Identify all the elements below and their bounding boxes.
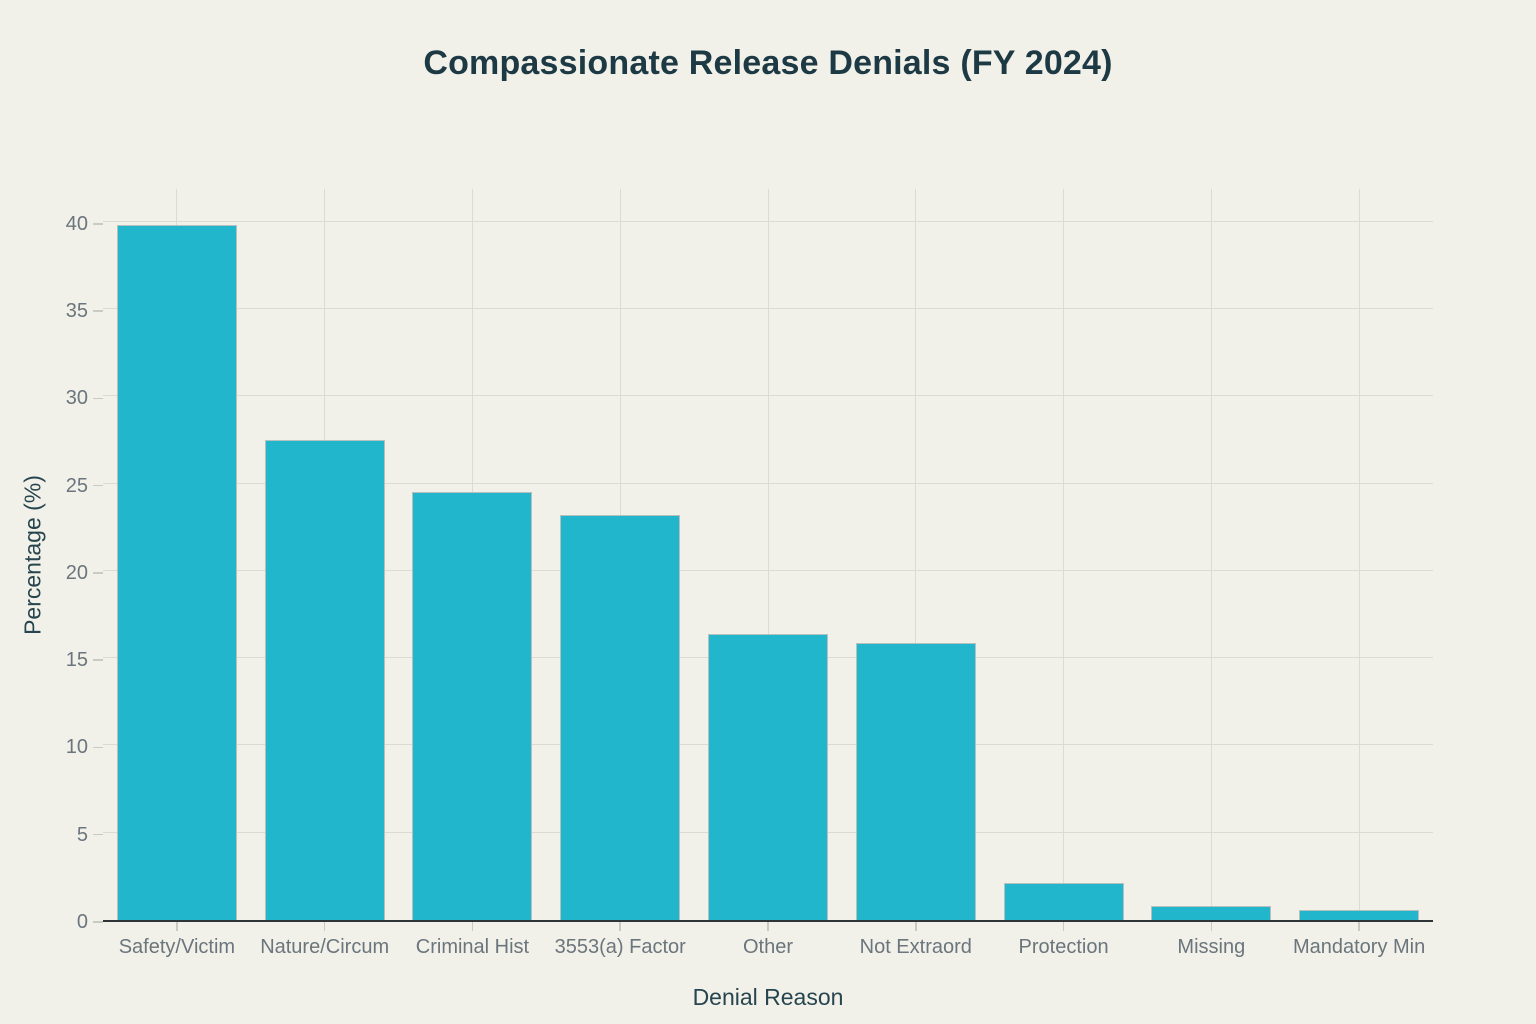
plot-area — [103, 189, 1433, 922]
y-tick-mark — [93, 310, 103, 312]
x-tick-label: Criminal Hist — [415, 936, 530, 958]
gridline-vertical — [915, 189, 917, 920]
gridline-vertical — [1063, 189, 1065, 920]
x-tick-label: Protection — [1018, 936, 1109, 958]
y-tick-label: 15 — [65, 649, 88, 672]
y-tick-label: 5 — [76, 823, 88, 846]
bar-missing — [1151, 906, 1272, 920]
gridline-vertical — [1210, 189, 1212, 920]
y-tick-mark — [93, 572, 103, 574]
x-tick-label: Not Extraord — [859, 936, 972, 958]
y-tick-label: 25 — [65, 474, 88, 497]
x-tick-mark — [1358, 922, 1360, 931]
bar-criminal-hist — [412, 492, 533, 920]
x-tick-mark — [619, 922, 621, 931]
x-tick-mark — [471, 922, 474, 931]
y-tick-mark — [93, 397, 103, 400]
bar-mandatory-min — [1299, 909, 1420, 920]
y-tick-label: 10 — [65, 736, 88, 759]
y-tick-mark — [93, 659, 103, 661]
y-tick-mark — [93, 746, 103, 749]
gridline-vertical — [1358, 189, 1360, 920]
x-tick-label: Mandatory Min — [1292, 936, 1426, 958]
x-tick-mark — [1062, 922, 1065, 931]
bar-3553-a-factor — [560, 515, 681, 920]
y-tick-mark — [93, 833, 103, 836]
x-tick-label: Nature/Circum — [260, 936, 390, 958]
y-tick-label: 35 — [65, 300, 88, 323]
y-tick-label: 0 — [76, 911, 88, 933]
x-tick-mark — [1210, 922, 1213, 931]
x-tick-label: Missing — [1177, 936, 1246, 958]
x-tick-mark — [323, 922, 326, 931]
y-tick-label: 30 — [65, 387, 88, 410]
x-axis-title: Denial Reason — [692, 984, 844, 1010]
y-tick-mark — [93, 484, 103, 487]
y-tick-label: 40 — [65, 212, 88, 235]
x-tick-label: 3553(a) Factor — [554, 936, 686, 958]
y-axis-title: Percentage (%) — [19, 475, 46, 635]
x-tick-label: Other — [742, 936, 794, 958]
x-tick-mark — [915, 922, 917, 931]
x-tick-label: Safety/Victim — [118, 936, 236, 958]
y-tick-label: 20 — [65, 561, 88, 584]
gridline-vertical — [767, 189, 769, 920]
bar-protection — [1003, 883, 1124, 920]
bar-other — [708, 633, 828, 920]
y-tick-mark — [93, 223, 103, 225]
chart-title: Compassionate Release Denials (FY 2024) — [423, 44, 1113, 82]
x-tick-mark — [767, 922, 769, 931]
bar-not-extraord — [855, 642, 976, 920]
bar-nature-circum — [264, 440, 385, 920]
x-tick-mark — [176, 922, 178, 931]
y-tick-mark — [93, 921, 103, 923]
bar-safety-victim — [116, 225, 237, 920]
